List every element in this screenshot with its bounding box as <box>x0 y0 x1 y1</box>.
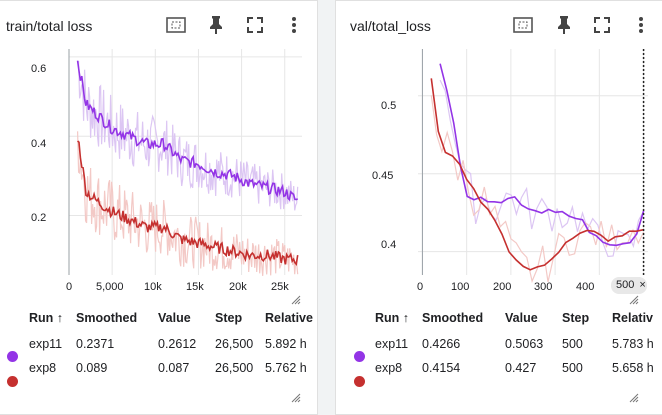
relative-value: 5.658 h <box>612 361 654 375</box>
x-tick-label: 400 <box>576 281 595 293</box>
more-vert-icon[interactable] <box>629 13 653 37</box>
run-name: exp8 <box>375 361 403 375</box>
chart-title: val/total_loss <box>350 18 431 34</box>
train-loss-card: train/total loss 0.6 0.4 0.2 0 5,000 10k… <box>0 0 318 415</box>
smoothed-series-line <box>430 78 644 271</box>
run-name: exp8 <box>29 361 57 375</box>
x-tick-label: 20k <box>229 281 247 293</box>
y-tick-label: 0.4 <box>381 239 397 251</box>
y-tick-label: 0.45 <box>372 170 394 182</box>
val-loss-plot[interactable] <box>418 49 648 284</box>
x-tick-label: 200 <box>493 281 512 293</box>
relative-value: 5.892 h <box>265 337 307 351</box>
col-value[interactable]: Value <box>505 311 538 325</box>
pin-icon[interactable] <box>204 13 228 37</box>
run-name: exp11 <box>375 337 409 351</box>
x-tick-label: 300 <box>534 281 553 293</box>
y-tick-label: 0.4 <box>31 138 47 150</box>
raw-value: 0.5063 <box>505 337 544 351</box>
run-color-dot[interactable] <box>7 376 18 387</box>
resize-grip-icon[interactable] <box>629 295 639 305</box>
x-tick-label: 0 <box>417 281 424 293</box>
fullscreen-icon[interactable] <box>590 13 614 37</box>
train-loss-plot[interactable] <box>68 49 302 276</box>
resize-grip-icon[interactable] <box>629 393 639 403</box>
val-loss-card: val/total_loss 0.5 0.45 0.4 0 100 200 30… <box>335 0 662 415</box>
relative-value: 5.762 h <box>265 361 307 375</box>
x-tick-label: 0 <box>66 281 73 293</box>
close-icon[interactable]: × <box>639 279 646 291</box>
col-run[interactable]: Run ↑ <box>29 311 64 325</box>
col-step[interactable]: Step <box>562 311 590 325</box>
resize-grip-icon[interactable] <box>291 393 301 403</box>
step-value: 26,500 <box>215 337 254 351</box>
run-color-dot[interactable] <box>7 351 18 362</box>
step-value: 500 <box>562 337 583 351</box>
run-name: exp11 <box>29 337 63 351</box>
fit-domain-icon[interactable] <box>511 13 535 37</box>
smoothed-value: 0.4266 <box>422 337 461 351</box>
step-value: 500 <box>562 361 583 375</box>
step-value: 26,500 <box>215 361 254 375</box>
y-tick-label: 0.6 <box>31 63 47 75</box>
raw-series-line <box>77 131 299 276</box>
fit-domain-icon[interactable] <box>164 13 188 37</box>
relative-value: 5.783 h <box>612 337 654 351</box>
raw-value: 0.427 <box>505 361 537 375</box>
raw-value: 0.087 <box>158 361 190 375</box>
raw-series-line <box>77 61 299 211</box>
x-tick-label: 10k <box>144 281 162 293</box>
col-step[interactable]: Step <box>215 311 243 325</box>
raw-series-line <box>439 79 645 258</box>
fullscreen-icon[interactable] <box>243 13 267 37</box>
hover-step-badge[interactable]: 500 × <box>611 277 647 294</box>
x-tick-label: 100 <box>451 281 470 293</box>
col-run[interactable]: Run ↑ <box>375 311 410 325</box>
smoothed-series-line <box>76 60 299 202</box>
run-color-dot[interactable] <box>354 351 365 362</box>
x-tick-label: 5,000 <box>96 281 124 293</box>
smoothed-value: 0.4154 <box>422 361 461 375</box>
x-tick-label: 25k <box>271 281 289 293</box>
col-smoothed[interactable]: Smoothed <box>76 311 138 325</box>
col-smoothed[interactable]: Smoothed <box>422 311 484 325</box>
hover-step-value: 500 <box>616 279 635 291</box>
smoothed-value: 0.089 <box>76 361 108 375</box>
raw-value: 0.2612 <box>158 337 197 351</box>
smoothed-series-line <box>77 140 299 266</box>
x-tick-label: 15k <box>186 281 204 293</box>
col-relative[interactable]: Relative <box>265 311 313 325</box>
smoothed-series-line <box>439 63 645 247</box>
col-value[interactable]: Value <box>158 311 191 325</box>
raw-series-line <box>430 95 645 284</box>
col-relative[interactable]: Relativ <box>612 311 653 325</box>
resize-grip-icon[interactable] <box>291 295 301 305</box>
y-tick-label: 0.5 <box>381 100 397 112</box>
smoothed-value: 0.2371 <box>76 337 115 351</box>
pin-icon[interactable] <box>552 13 576 37</box>
chart-title: train/total loss <box>6 18 93 34</box>
y-tick-label: 0.2 <box>31 212 47 224</box>
more-vert-icon[interactable] <box>282 13 306 37</box>
run-color-dot[interactable] <box>354 376 365 387</box>
